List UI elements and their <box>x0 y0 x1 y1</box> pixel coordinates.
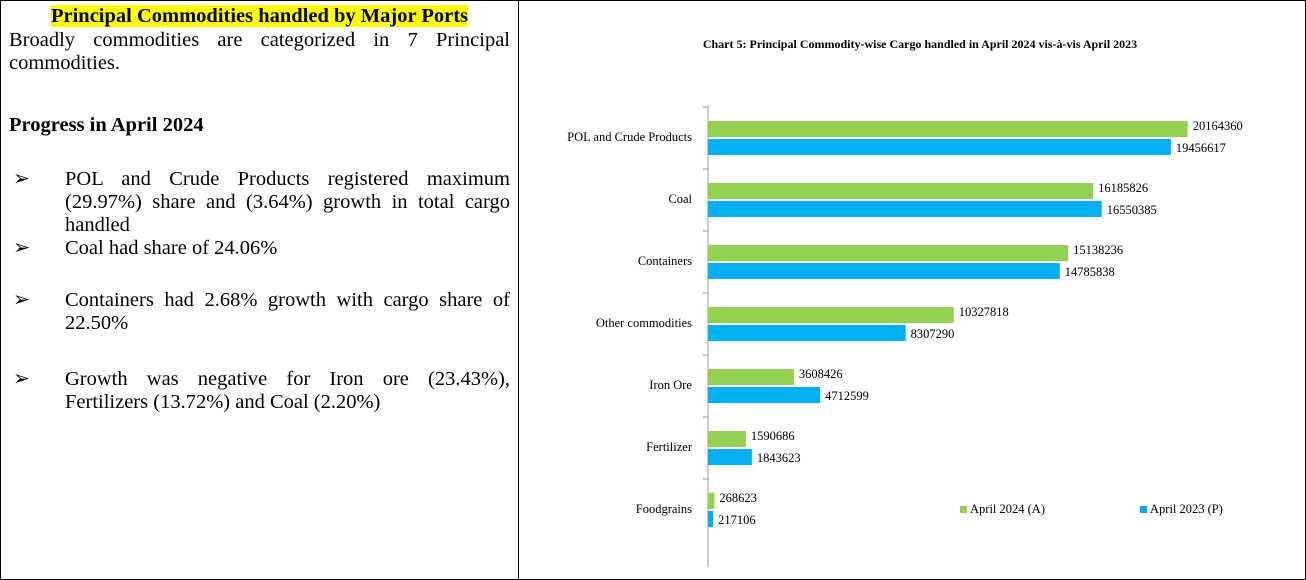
bar <box>708 387 821 403</box>
legend-swatch <box>1140 506 1147 513</box>
value-label: 217106 <box>718 513 756 527</box>
value-label: 1843623 <box>757 451 801 465</box>
bullet-list: POL and Crude Products registered maximu… <box>9 168 510 414</box>
bar <box>708 121 1188 137</box>
subheading: Progress in April 2024 <box>9 114 204 136</box>
value-label: 1590686 <box>751 429 795 443</box>
text-column: Principal Commodities handled by Major P… <box>1 1 519 579</box>
value-label: 3608426 <box>799 367 843 381</box>
bar <box>708 183 1094 199</box>
bar <box>708 511 714 527</box>
bar <box>708 325 906 341</box>
bar <box>708 307 954 323</box>
bar <box>708 263 1060 279</box>
bar <box>708 369 794 385</box>
category-label: POL and Crude Products <box>567 130 692 144</box>
bar <box>708 493 715 509</box>
value-label: 16185826 <box>1098 181 1148 195</box>
bar <box>708 449 752 465</box>
heading: Principal Commodities handled by Major P… <box>9 5 510 27</box>
chart: Chart 5: Principal Commodity-wise Cargo … <box>567 37 1243 567</box>
value-label: 268623 <box>719 491 757 505</box>
legend-swatch <box>960 506 967 513</box>
legend-label: April 2023 (P) <box>1150 502 1223 516</box>
intro: Broadly commodities are categorized in 7… <box>9 29 510 74</box>
bar <box>708 139 1171 155</box>
value-label: 14785838 <box>1065 265 1115 279</box>
value-label: 4712599 <box>825 389 869 403</box>
value-label: 20164360 <box>1193 119 1243 133</box>
bullet: Containers had 2.68% growth with cargo s… <box>9 289 510 335</box>
category-label: Containers <box>638 254 692 268</box>
bar <box>708 245 1069 261</box>
heading-text: Principal Commodities handled by Major P… <box>50 5 469 27</box>
value-label: 10327818 <box>959 305 1009 319</box>
category-label: Fertilizer <box>646 440 693 454</box>
legend-label: April 2024 (A) <box>970 502 1045 516</box>
bar <box>708 431 746 447</box>
value-label: 16550385 <box>1107 203 1157 217</box>
bullet: Coal had share of 24.06% <box>9 237 510 260</box>
category-label: Iron Ore <box>649 378 692 392</box>
value-label: 19456617 <box>1176 141 1226 155</box>
category-label: Foodgrains <box>636 502 692 516</box>
chart-title: Chart 5: Principal Commodity-wise Cargo … <box>703 37 1137 51</box>
category-label: Other commodities <box>596 316 692 330</box>
value-label: 15138236 <box>1073 243 1123 257</box>
category-label: Coal <box>668 192 692 206</box>
bar <box>708 201 1102 217</box>
value-label: 8307290 <box>911 327 955 341</box>
bullet: POL and Crude Products registered maximu… <box>9 168 510 237</box>
bullet: Growth was negative for Iron ore (23.43%… <box>9 368 510 414</box>
